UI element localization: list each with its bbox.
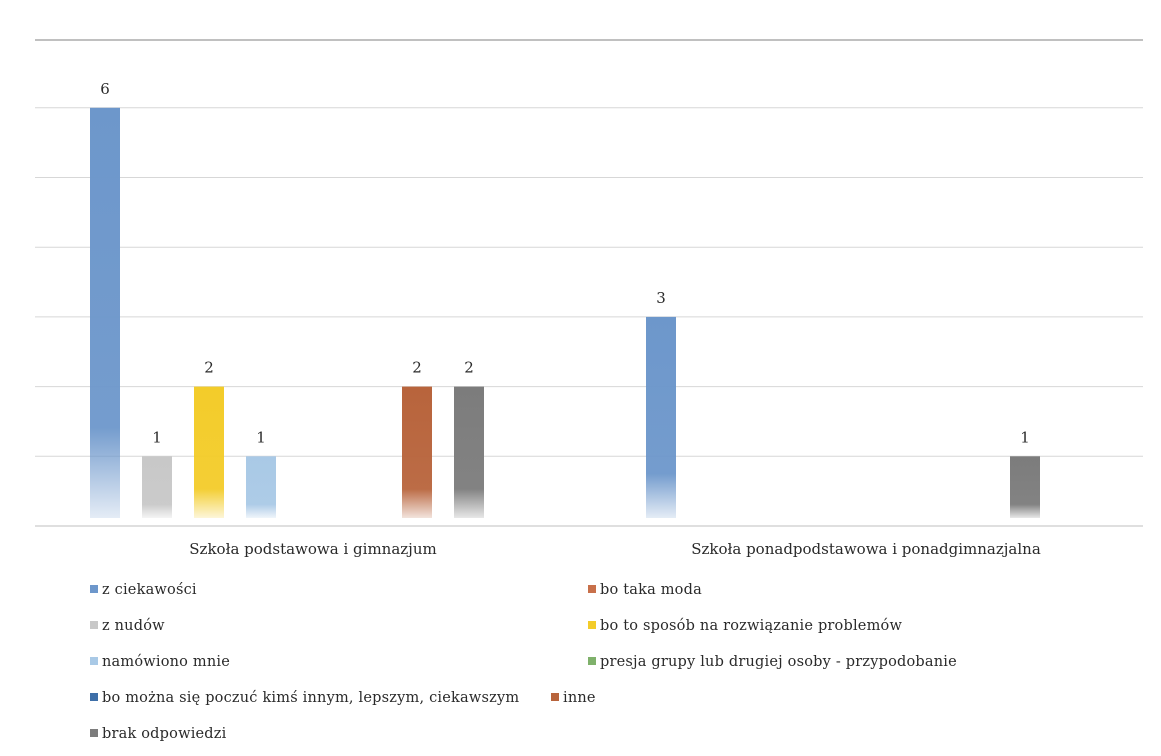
data-label: 2 [412,359,422,377]
legend-item-bo-taka-moda: bo taka moda [588,582,702,598]
bar [1010,456,1040,518]
legend-label: inne [563,690,596,706]
data-label: 1 [256,428,266,446]
legend-swatch [551,693,559,701]
bar [454,386,484,518]
bar [142,456,172,518]
legend-swatch [588,585,596,593]
data-label: 1 [152,428,162,446]
legend-label: bo taka moda [600,582,702,598]
legend-item-inne: inne [551,690,596,706]
bars [90,107,1040,519]
legend-label: bo można się poczuć kimś innym, lepszym,… [102,690,520,706]
legend-item-bo-mozna-sie-poczuc: bo można się poczuć kimś innym, lepszym,… [90,690,519,706]
legend-swatch [90,693,98,701]
category-labels: Szkoła podstawowa i gimnazjum Szkoła pona… [189,540,1041,558]
data-label: 3 [656,289,666,307]
legend: z ciekawości z nudów namówiono mnie bo m… [90,578,1090,748]
legend-item-z-ciekawosci: z ciekawości [90,582,197,598]
legend-item-brak-odpowiedzi: brak odpowiedzi [90,726,226,742]
bar [90,107,120,519]
legend-swatch [90,621,98,629]
bar [646,316,676,518]
legend-item-bo-to-sposob: bo to sposób na rozwiązanie problemów [588,618,902,634]
legend-label: bo to sposób na rozwiązanie problemów [600,618,903,634]
legend-swatch [588,657,596,665]
data-label: 2 [464,359,474,377]
data-label: 2 [204,359,214,377]
category-label: Szkoła podstawowa i gimnazjum [189,540,436,558]
data-label: 6 [100,80,110,98]
legend-item-z-nudow: z nudów [90,618,165,634]
bar [246,456,276,518]
legend-item-presja-grupy: presja grupy lub drugiej osoby - przypod… [588,654,957,670]
legend-label: presja grupy lub drugiej osoby - przypod… [600,654,957,670]
data-label: 1 [1020,428,1030,446]
legend-swatch [588,621,596,629]
data-labels: 6 1 2 1 2 2 3 1 [100,80,1030,446]
legend-swatch [90,657,98,665]
legend-label: brak odpowiedzi [102,726,227,742]
legend-label: z ciekawości [102,582,197,598]
legend-swatch [90,729,98,737]
legend-label: namówiono mnie [102,654,231,670]
bar [194,386,224,518]
legend-item-namowiono-mnie: namówiono mnie [90,654,230,670]
category-label: Szkoła ponadpodstawowa i ponadgimnazjaln… [691,540,1041,558]
legend-swatch [90,585,98,593]
legend-label: z nudów [102,618,165,634]
bar [402,386,432,518]
